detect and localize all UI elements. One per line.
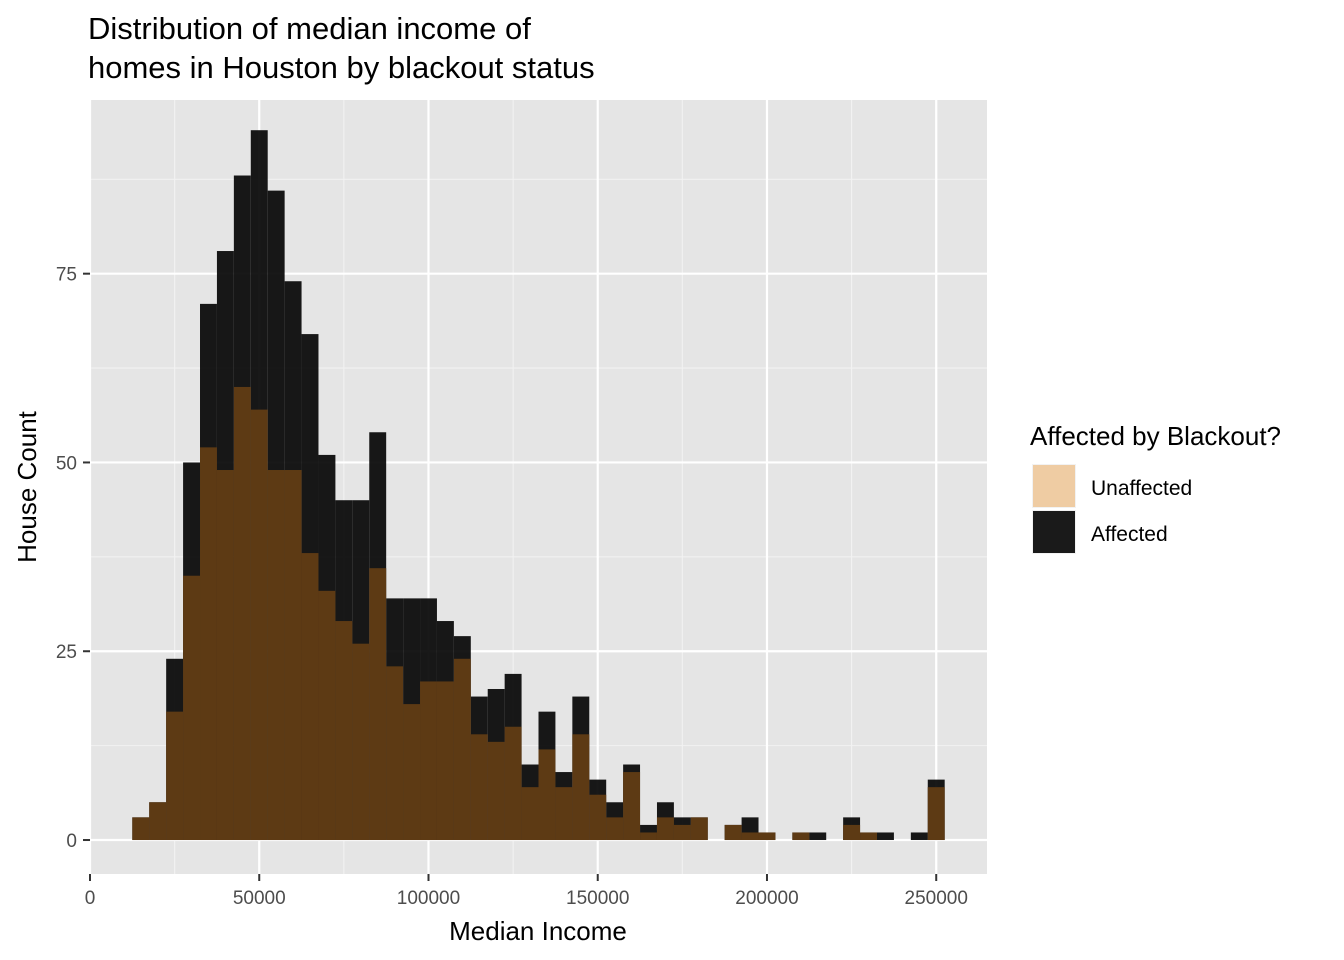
bar-unaffected bbox=[132, 817, 150, 841]
bar-unaffected bbox=[741, 832, 759, 841]
bar-unaffected bbox=[453, 658, 471, 841]
bar-unaffected bbox=[927, 787, 945, 841]
bar-unaffected bbox=[538, 749, 556, 841]
bar-unaffected bbox=[860, 832, 877, 841]
chart-title-line-2: homes in Houston by blackout status bbox=[88, 50, 595, 85]
bar-unaffected bbox=[284, 470, 302, 841]
bar-unaffected bbox=[673, 824, 691, 841]
bar-unaffected bbox=[301, 553, 319, 841]
bar-unaffected bbox=[267, 470, 285, 841]
legend-label-unaffected: Unaffected bbox=[1091, 477, 1192, 500]
bar-unaffected bbox=[166, 711, 184, 841]
y-tick-label: 50 bbox=[56, 453, 77, 474]
legend-label-affected: Affected bbox=[1091, 523, 1168, 546]
bars-unaffected-series bbox=[132, 386, 945, 841]
bar-unaffected bbox=[758, 832, 776, 841]
x-tick-label: 100000 bbox=[397, 888, 460, 909]
bar-unaffected bbox=[724, 824, 742, 841]
x-tick-label: 250000 bbox=[905, 888, 968, 909]
bar-unaffected bbox=[250, 409, 268, 841]
bar-unaffected bbox=[369, 568, 387, 841]
x-tick-label: 150000 bbox=[566, 888, 629, 909]
x-axis: 0 50000 100000 150000 200000 250000 bbox=[85, 874, 968, 909]
bar-unaffected bbox=[352, 643, 370, 841]
bar-affected bbox=[809, 832, 827, 841]
bar-unaffected bbox=[589, 794, 607, 841]
bar-unaffected bbox=[555, 787, 573, 841]
y-tick-label: 0 bbox=[66, 831, 77, 852]
y-tick-label: 75 bbox=[56, 265, 77, 286]
y-axis: 0 25 50 75 bbox=[56, 265, 90, 852]
x-tick-label: 200000 bbox=[735, 888, 798, 909]
legend-title: Affected by Blackout? bbox=[1030, 421, 1281, 451]
bar-unaffected bbox=[183, 575, 201, 841]
y-axis-label: House Count bbox=[12, 410, 42, 563]
bar-unaffected bbox=[521, 787, 539, 841]
bar-unaffected bbox=[149, 802, 167, 841]
bar-unaffected bbox=[623, 772, 641, 841]
x-tick-label: 0 bbox=[85, 888, 96, 909]
bar-unaffected bbox=[606, 817, 624, 841]
bar-unaffected bbox=[318, 590, 336, 841]
bar-unaffected bbox=[470, 734, 488, 841]
y-tick-label: 25 bbox=[56, 642, 77, 663]
bar-unaffected bbox=[403, 704, 421, 841]
bar-unaffected bbox=[792, 832, 810, 841]
bar-affected bbox=[876, 832, 894, 841]
bar-unaffected bbox=[843, 824, 861, 841]
bar-unaffected bbox=[656, 817, 674, 841]
bar-unaffected bbox=[690, 817, 708, 841]
legend-swatch-unaffected bbox=[1033, 465, 1075, 507]
legend: Affected by Blackout? Unaffected Affecte… bbox=[1030, 421, 1281, 554]
bar-unaffected bbox=[386, 666, 404, 841]
bar-unaffected bbox=[572, 734, 590, 841]
bar-unaffected bbox=[640, 832, 657, 841]
legend-swatch-affected bbox=[1033, 511, 1075, 553]
bar-unaffected bbox=[420, 681, 437, 841]
bar-unaffected bbox=[216, 470, 234, 841]
bar-affected bbox=[910, 832, 928, 841]
bar-unaffected bbox=[335, 621, 353, 841]
bar-unaffected bbox=[200, 447, 217, 841]
bar-unaffected bbox=[487, 741, 505, 841]
bar-unaffected bbox=[436, 681, 454, 841]
x-tick-label: 50000 bbox=[233, 888, 286, 909]
chart-title-line-1: Distribution of median income of bbox=[88, 11, 531, 46]
bar-unaffected bbox=[233, 386, 251, 841]
x-axis-label: Median Income bbox=[449, 916, 627, 946]
bar-unaffected bbox=[504, 726, 522, 841]
